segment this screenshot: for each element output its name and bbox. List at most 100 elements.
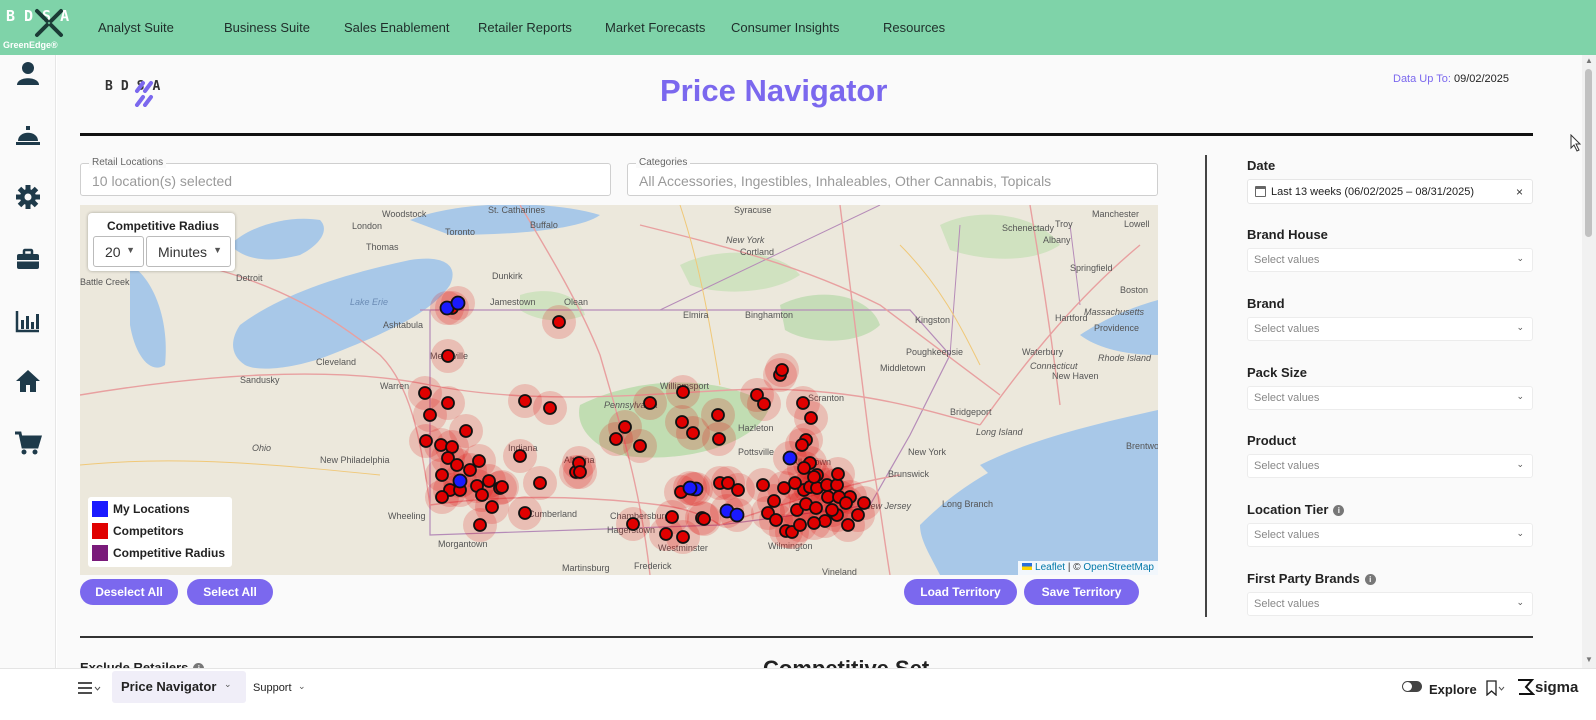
competitor-marker[interactable] [775, 363, 789, 377]
competitor-marker[interactable] [686, 426, 700, 440]
competitor-marker[interactable] [518, 506, 532, 520]
shopping-cart-icon[interactable] [14, 429, 42, 457]
leaflet-link[interactable]: Leaflet [1035, 562, 1066, 573]
home-icon[interactable] [14, 367, 42, 395]
competitor-marker[interactable] [618, 420, 632, 434]
competitor-marker[interactable] [777, 481, 791, 495]
competitor-marker[interactable] [839, 496, 853, 510]
competitor-marker[interactable] [418, 386, 432, 400]
my-location-marker[interactable] [782, 450, 798, 466]
competitor-marker[interactable] [552, 315, 566, 329]
nav-analyst-suite[interactable]: Analyst Suite [98, 20, 174, 35]
deselect-all-button[interactable]: Deselect All [80, 579, 178, 605]
competitor-marker[interactable] [633, 439, 647, 453]
competitor-marker[interactable] [518, 394, 532, 408]
pack-size-select[interactable]: Select values ⌄ [1247, 386, 1533, 410]
competitor-marker[interactable] [573, 465, 587, 479]
save-territory-button[interactable]: Save Territory [1024, 579, 1139, 605]
competitor-marker[interactable] [857, 496, 871, 510]
info-icon[interactable]: i [1364, 574, 1376, 585]
my-location-marker[interactable] [729, 507, 745, 523]
competitor-marker[interactable] [423, 408, 437, 422]
date-range-field[interactable]: Last 13 weeks (06/02/2025 – 08/31/2025) … [1247, 179, 1533, 204]
competitor-marker[interactable] [795, 438, 809, 452]
service-bell-icon[interactable] [14, 121, 42, 149]
clear-date-icon[interactable]: × [1515, 185, 1523, 199]
menu-icon[interactable] [77, 681, 101, 700]
competitor-marker[interactable] [676, 530, 690, 544]
competitor-marker[interactable] [756, 478, 770, 492]
nav-market-forecasts[interactable]: Market Forecasts [605, 20, 706, 35]
competitor-marker[interactable] [472, 454, 486, 468]
competitor-marker[interactable] [609, 432, 623, 446]
openstreetmap-link[interactable]: OpenStreetMap [1083, 562, 1154, 573]
competitor-marker[interactable] [804, 411, 818, 425]
competitor-marker[interactable] [485, 500, 499, 514]
competitor-marker[interactable] [659, 527, 673, 541]
competitor-marker[interactable] [482, 474, 496, 488]
competitor-marker[interactable] [796, 396, 810, 410]
competitor-marker[interactable] [851, 508, 865, 522]
user-icon[interactable] [14, 59, 42, 87]
competitor-marker[interactable] [788, 476, 802, 490]
competitor-marker[interactable] [441, 451, 455, 465]
scroll-up-icon[interactable]: ▲ [1585, 56, 1593, 65]
radius-value-select[interactable]: 20 ▼ [93, 236, 144, 267]
competitor-marker[interactable] [533, 476, 547, 490]
competitor-marker[interactable] [676, 385, 690, 399]
competitor-marker[interactable] [435, 468, 449, 482]
competitor-marker[interactable] [721, 476, 735, 490]
explore-toggle[interactable] [1402, 681, 1422, 692]
competitor-marker[interactable] [435, 490, 449, 504]
page-tab-price-navigator[interactable]: Price Navigator ⌄ [112, 671, 246, 703]
brand-house-select[interactable]: Select values ⌄ [1247, 248, 1533, 272]
competitor-marker[interactable] [731, 483, 745, 497]
first-party-brands-select[interactable]: Select values ⌄ [1247, 592, 1533, 616]
nav-consumer-insights[interactable]: Consumer Insights [731, 20, 840, 35]
territory-map[interactable]: Woodstock St. Catharines Buffalo Syracus… [80, 205, 1158, 575]
competitor-marker[interactable] [797, 461, 811, 475]
competitor-marker[interactable] [459, 424, 473, 438]
retail-locations-field[interactable]: Retail Locations 10 location(s) selected [80, 157, 611, 196]
location-tier-select[interactable]: Select values ⌄ [1247, 523, 1533, 547]
competitor-marker[interactable] [441, 396, 455, 410]
briefcase-icon[interactable] [14, 245, 42, 273]
nav-business-suite[interactable]: Business Suite [224, 20, 310, 35]
competitor-marker[interactable] [441, 349, 455, 363]
competitor-marker[interactable] [419, 434, 433, 448]
competitor-marker[interactable] [831, 467, 845, 481]
competitor-marker[interactable] [675, 415, 689, 429]
competitor-marker[interactable] [818, 514, 832, 528]
scrollbar-thumb[interactable] [1585, 69, 1592, 237]
competitor-marker[interactable] [809, 501, 823, 515]
competitor-marker[interactable] [757, 397, 771, 411]
competitor-marker[interactable] [841, 518, 855, 532]
competitor-marker[interactable] [473, 518, 487, 532]
my-location-marker[interactable] [682, 480, 698, 496]
support-menu[interactable]: Support [253, 682, 292, 694]
page-scrollbar[interactable]: ▲ ▼ [1582, 55, 1596, 668]
my-location-marker[interactable] [450, 295, 466, 311]
map-markers[interactable] [80, 205, 1158, 575]
competitor-marker[interactable] [513, 449, 527, 463]
select-all-button[interactable]: Select All [187, 579, 273, 605]
competitor-marker[interactable] [807, 470, 821, 484]
bookmark-icon[interactable] [1485, 680, 1507, 696]
competitor-marker[interactable] [495, 480, 509, 494]
competitor-marker[interactable] [450, 458, 464, 472]
radius-unit-select[interactable]: Minutes ▼ [146, 236, 231, 267]
load-territory-button[interactable]: Load Territory [904, 579, 1017, 605]
gear-icon[interactable] [14, 183, 42, 211]
competitor-marker[interactable] [697, 512, 711, 526]
competitor-marker[interactable] [711, 408, 725, 422]
competitor-marker[interactable] [825, 503, 839, 517]
competitor-marker[interactable] [665, 510, 679, 524]
nav-sales-enablement[interactable]: Sales Enablement [344, 20, 450, 35]
competitor-marker[interactable] [434, 438, 448, 452]
nav-retailer-reports[interactable]: Retailer Reports [478, 20, 572, 35]
my-location-marker[interactable] [452, 473, 468, 489]
competitor-marker[interactable] [712, 432, 726, 446]
competitor-marker[interactable] [643, 396, 657, 410]
bar-chart-icon[interactable] [14, 307, 42, 335]
nav-resources[interactable]: Resources [883, 20, 946, 35]
